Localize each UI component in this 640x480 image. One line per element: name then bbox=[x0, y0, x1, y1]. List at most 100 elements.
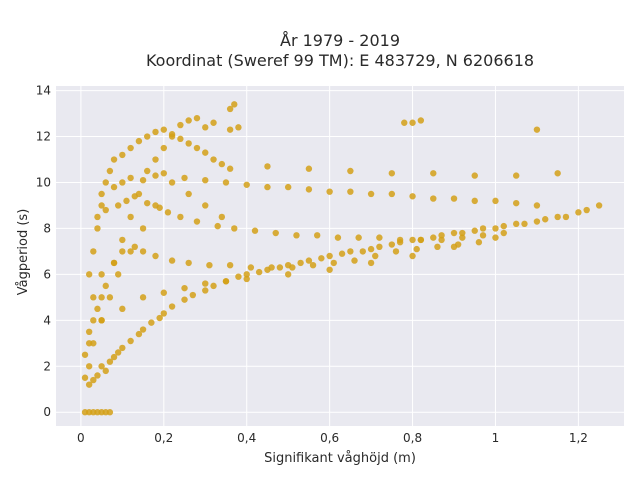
scatter-point bbox=[218, 213, 226, 221]
scatter-point bbox=[168, 133, 176, 140]
scatter-point bbox=[388, 190, 396, 198]
scatter-point bbox=[210, 119, 217, 126]
scatter-point bbox=[90, 340, 97, 347]
scatter-point bbox=[110, 259, 118, 267]
scatter-point bbox=[119, 179, 126, 186]
scatter-point bbox=[160, 144, 167, 152]
scatter-point bbox=[98, 202, 105, 209]
scatter-point bbox=[293, 232, 300, 239]
scatter-point bbox=[305, 257, 313, 264]
scatter-point bbox=[264, 163, 271, 170]
scatter-point bbox=[106, 358, 114, 365]
scatter-point bbox=[206, 261, 213, 269]
scatter-point bbox=[479, 225, 487, 232]
scatter-point bbox=[106, 167, 114, 175]
scatter-point bbox=[305, 165, 313, 172]
y-tick-label: 6 bbox=[43, 267, 51, 281]
y-tick-label: 10 bbox=[36, 175, 51, 189]
scatter-point bbox=[471, 172, 478, 179]
scatter-point bbox=[139, 294, 147, 301]
scatter-point bbox=[351, 257, 358, 264]
scatter-point bbox=[326, 252, 333, 260]
scatter-point bbox=[144, 199, 151, 207]
scatter-point bbox=[127, 144, 134, 152]
scatter-point bbox=[110, 183, 118, 191]
scatter-point bbox=[401, 119, 408, 126]
scatter-point bbox=[388, 241, 396, 248]
scatter-point bbox=[226, 261, 234, 269]
scatter-point bbox=[513, 220, 520, 228]
scatter-point bbox=[123, 197, 130, 205]
scatter-point bbox=[160, 170, 167, 177]
scatter-point bbox=[168, 257, 176, 264]
scatter-point bbox=[309, 261, 317, 269]
scatter-point bbox=[94, 225, 101, 232]
scatter-point bbox=[131, 243, 138, 251]
scatter-point bbox=[347, 167, 354, 175]
scatter-point bbox=[222, 179, 230, 186]
scatter-point bbox=[114, 349, 122, 356]
scatter-point bbox=[114, 202, 122, 209]
scatter-point bbox=[102, 206, 109, 214]
scatter-point bbox=[218, 160, 226, 168]
scatter-point bbox=[500, 222, 507, 230]
scatter-point bbox=[438, 236, 445, 244]
scatter-point bbox=[450, 229, 458, 237]
scatter-point bbox=[185, 117, 192, 124]
scatter-point bbox=[214, 222, 221, 230]
scatter-point bbox=[152, 128, 159, 136]
scatter-point bbox=[119, 248, 126, 255]
scatter-point bbox=[193, 144, 201, 152]
scatter-point bbox=[106, 294, 114, 301]
scatter-point bbox=[193, 114, 201, 122]
scatter-point bbox=[330, 259, 337, 267]
scatter-point bbox=[202, 124, 209, 131]
scatter-point bbox=[119, 344, 126, 352]
y-axis-title: Vågperiod (s) bbox=[16, 209, 31, 296]
scatter-point bbox=[533, 202, 541, 209]
x-axis-ticks: 0 0,2 0,4 0,6 0,8 1 1,2 bbox=[77, 431, 588, 445]
x-tick-label: 0 bbox=[77, 431, 85, 445]
scatter-point bbox=[90, 294, 97, 301]
scatter-point bbox=[409, 193, 416, 200]
scatter-point bbox=[372, 252, 379, 260]
scatter-point bbox=[475, 239, 483, 246]
scatter-point bbox=[102, 282, 109, 290]
scatter-point bbox=[513, 172, 520, 179]
scatter-point bbox=[226, 126, 234, 133]
scatter-point bbox=[168, 303, 176, 310]
scatter-point bbox=[139, 225, 147, 232]
scatter-point bbox=[284, 271, 292, 278]
scatter-point bbox=[185, 140, 192, 147]
scatter-point bbox=[338, 250, 346, 257]
scatter-point bbox=[347, 248, 354, 255]
scatter-point bbox=[272, 229, 279, 237]
scatter-point bbox=[98, 190, 105, 198]
scatter-point bbox=[430, 234, 437, 241]
scatter-point bbox=[156, 314, 163, 322]
x-tick-label: 0,2 bbox=[154, 431, 173, 445]
chart-title-line-2: Koordinat (Sweref 99 TM): E 483729, N 62… bbox=[146, 51, 534, 70]
scatter-point bbox=[438, 232, 445, 239]
scatter-point bbox=[222, 278, 230, 285]
scatter-point bbox=[127, 248, 134, 255]
scatter-point bbox=[554, 213, 561, 221]
scatter-point bbox=[94, 372, 101, 379]
scatter-point bbox=[110, 353, 118, 361]
scatter-point bbox=[430, 195, 437, 202]
scatter-point bbox=[135, 190, 143, 198]
scatter-point bbox=[392, 248, 400, 255]
scatter-point bbox=[181, 296, 188, 303]
scatter-point bbox=[367, 245, 375, 253]
scatter-point bbox=[98, 294, 105, 301]
scatter-point bbox=[367, 259, 375, 267]
scatter-point bbox=[500, 229, 507, 237]
scatter-point bbox=[359, 248, 367, 255]
scatter-point bbox=[459, 229, 466, 237]
scatter-point bbox=[326, 188, 333, 195]
grid bbox=[56, 86, 624, 426]
scatter-point bbox=[243, 181, 250, 188]
scatter-point bbox=[471, 197, 478, 205]
scatter-point bbox=[450, 195, 458, 202]
